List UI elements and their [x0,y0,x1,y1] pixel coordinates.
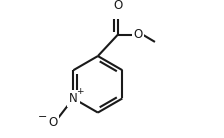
Text: −: − [38,112,47,122]
Text: O: O [48,116,58,129]
Text: O: O [133,28,143,41]
Text: +: + [76,87,83,96]
Text: O: O [113,0,122,12]
Text: N: N [69,92,78,105]
